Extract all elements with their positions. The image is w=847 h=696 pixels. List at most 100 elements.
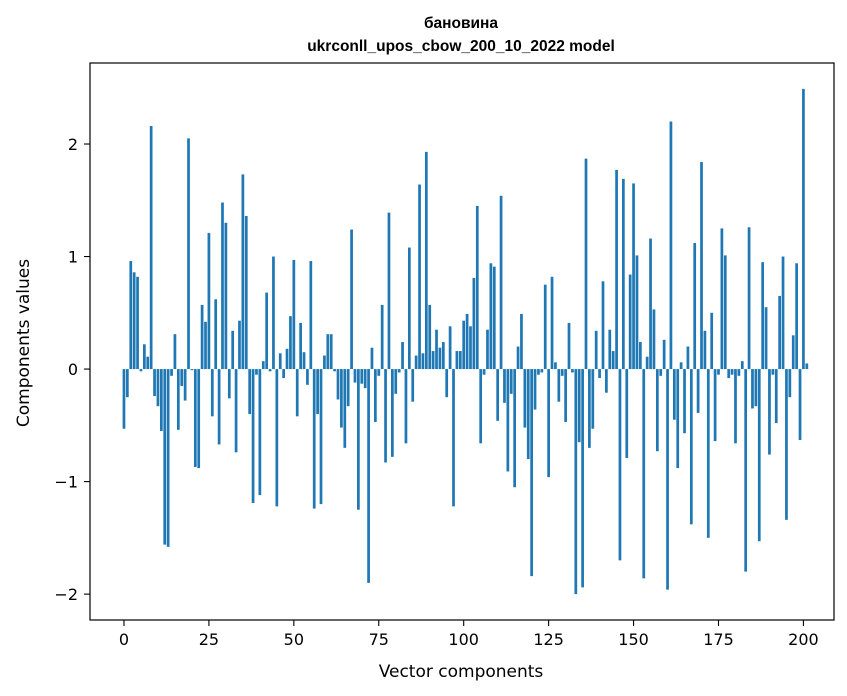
bar-component-137 (588, 369, 591, 448)
bar-component-28 (217, 369, 221, 445)
bar-component-113 (506, 369, 510, 472)
bar-component-5 (139, 369, 143, 372)
bar-component-13 (166, 369, 170, 547)
bar-component-195 (785, 369, 788, 520)
bar-component-84 (407, 247, 411, 370)
bar-component-6 (143, 344, 146, 370)
bar-component-199 (798, 369, 802, 440)
x-tick-label: 75 (369, 630, 389, 649)
bar-component-139 (594, 330, 598, 370)
bar-component-71 (363, 369, 367, 389)
bar-component-127 (554, 362, 557, 370)
bar-component-188 (761, 262, 765, 370)
bar-component-161 (669, 121, 673, 370)
bar-component-49 (289, 316, 292, 370)
bar-component-152 (639, 342, 642, 370)
bar-component-112 (503, 369, 506, 403)
bar-component-149 (628, 274, 632, 370)
y-axis-label: Components values (14, 259, 34, 427)
chart-title: бановина (424, 15, 498, 32)
bar-component-170 (700, 162, 703, 370)
bar-component-17 (180, 369, 184, 386)
bar-component-187 (757, 369, 761, 542)
bar-component-194 (781, 256, 785, 370)
bar-component-21 (193, 369, 197, 467)
bar-component-27 (214, 299, 218, 370)
bar-component-74 (374, 369, 377, 422)
bar-component-1 (126, 369, 129, 398)
bar-component-7 (146, 356, 150, 370)
bar-component-15 (173, 334, 177, 370)
x-tick-label: 150 (618, 630, 649, 649)
bar-component-9 (153, 369, 156, 397)
bar-component-78 (387, 212, 391, 370)
bar-component-65 (343, 369, 347, 448)
bar-component-10 (156, 369, 160, 407)
bar-component-178 (727, 369, 731, 379)
bar-component-23 (200, 304, 204, 370)
bar-component-83 (404, 369, 408, 444)
bar-component-56 (312, 369, 316, 509)
bar-component-41 (261, 361, 265, 370)
bar-component-132 (571, 369, 574, 373)
bar-component-30 (224, 222, 228, 370)
x-axis-ticks: 0 25 50 75 100 125 150 175 200 (119, 620, 819, 649)
bar-component-108 (489, 263, 493, 370)
bar-component-33 (234, 369, 238, 453)
bar-component-182 (740, 361, 744, 370)
bar-component-31 (227, 369, 231, 399)
bar-component-130 (564, 369, 567, 422)
bar-component-18 (183, 369, 187, 401)
bar-component-100 (462, 320, 466, 370)
bar-component-131 (567, 322, 571, 370)
bar-component-35 (241, 174, 245, 370)
bar-component-60 (326, 334, 330, 370)
bar-component-146 (618, 369, 622, 561)
bar-component-135 (581, 369, 584, 588)
x-axis-label: Vector components (379, 662, 544, 682)
bar-component-116 (516, 346, 520, 370)
bar-component-136 (584, 158, 588, 370)
bar-component-189 (764, 307, 768, 370)
bar-component-79 (391, 369, 394, 457)
bar-component-32 (231, 330, 235, 370)
bar-component-48 (285, 348, 289, 370)
bar-component-162 (672, 369, 676, 420)
bar-component-120 (530, 369, 533, 577)
bar-component-124 (543, 284, 547, 370)
bar-component-179 (730, 369, 734, 375)
bar-component-197 (791, 335, 795, 370)
bar-component-16 (176, 369, 180, 430)
bar-component-66 (346, 369, 350, 407)
bar-component-64 (340, 369, 343, 428)
bar-component-150 (632, 183, 635, 370)
bar-component-55 (309, 261, 313, 370)
bar-component-99 (458, 351, 462, 370)
bar-component-62 (333, 369, 336, 372)
bar-component-147 (622, 178, 625, 370)
chart-subtitle: ukrconll_upos_cbow_200_10_2022 model (307, 38, 615, 55)
bar-component-11 (159, 369, 163, 431)
bar-component-53 (302, 352, 306, 370)
bar-component-111 (499, 195, 503, 370)
bar-component-138 (591, 369, 595, 429)
bar-component-129 (560, 369, 564, 376)
bar-component-61 (329, 334, 333, 370)
bar-component-107 (486, 329, 489, 370)
bar-component-8 (149, 126, 153, 370)
bar-component-165 (683, 369, 686, 434)
bar-component-154 (645, 356, 649, 370)
bar-component-192 (774, 369, 778, 424)
bar-component-2 (129, 261, 133, 370)
bar-component-80 (394, 369, 398, 394)
bar-component-119 (526, 369, 530, 460)
bar-component-82 (401, 342, 404, 370)
bar-component-176 (720, 228, 724, 370)
bar-component-34 (238, 320, 241, 370)
bar-component-110 (496, 369, 500, 421)
bar-component-73 (370, 347, 374, 370)
x-tick-label: 25 (199, 630, 219, 649)
bar-component-156 (652, 309, 656, 370)
bar-component-87 (418, 184, 421, 370)
